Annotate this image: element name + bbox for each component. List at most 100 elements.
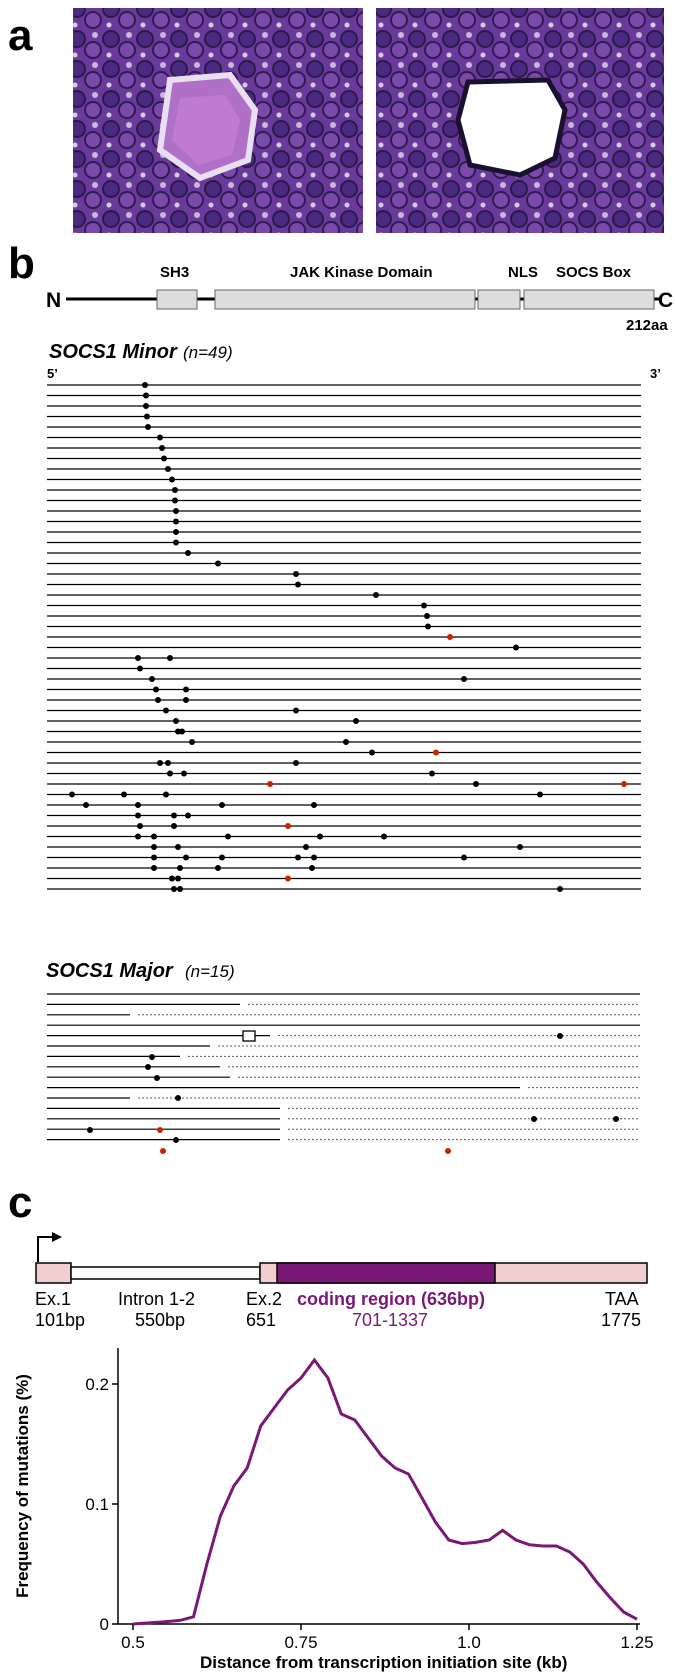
mutation-dot-icon (175, 844, 181, 850)
c-terminus: C (658, 289, 673, 312)
mutation-dot-icon (165, 466, 171, 472)
panel-a-letter: a (8, 11, 33, 60)
micrograph-before (73, 8, 363, 233)
mutation-dot-icon (151, 854, 157, 861)
mutation-dot-icon (171, 823, 177, 829)
x-axis-label: Distance from transcription initiation s… (200, 1653, 567, 1672)
y-tick-label: 0 (100, 1615, 109, 1634)
coding-region-position: 701-1337 (352, 1310, 428, 1330)
domain-label-socs-box: SOCS Box (556, 264, 632, 281)
mutation-frequency-line (132, 1357, 638, 1626)
x-tick-label: 0.75 (284, 1633, 317, 1652)
mutation-dot-icon (445, 1148, 451, 1154)
mutation-dot-icon (171, 812, 177, 819)
mutation-dot-icon (87, 1127, 93, 1133)
mutation-dot-icon (175, 875, 181, 882)
mutation-dot-icon (137, 665, 143, 672)
y-tick-label: 0.1 (85, 1495, 109, 1514)
mutation-dot-icon (215, 560, 221, 567)
mutation-dot-icon (513, 644, 519, 651)
mutation-dot-icon (145, 1064, 151, 1070)
mutation-dot-icon (429, 770, 435, 777)
mutation-dot-icon (293, 760, 299, 766)
mutation-dot-icon (177, 865, 183, 871)
minor-count: (n=49) (183, 343, 233, 362)
n-terminus: N (46, 289, 61, 312)
ex2-label: Ex.2 (246, 1289, 282, 1309)
intron-length: 550bp (135, 1310, 185, 1330)
domain-label-sh3: SH3 (160, 264, 189, 281)
mutation-dot-icon (373, 592, 379, 598)
mutation-dot-icon (163, 791, 169, 798)
mutation-dot-icon (381, 833, 387, 840)
taa-label: TAA (605, 1289, 639, 1309)
mutation-dot-icon (169, 875, 175, 882)
deletion-box-icon (242, 1030, 256, 1042)
major-count: (n=15) (185, 962, 235, 981)
mutation-dot-icon (173, 1137, 179, 1143)
mutation-dot-icon (143, 392, 149, 399)
mutation-dot-icon (135, 833, 141, 840)
mutation-dot-icon (183, 697, 189, 703)
mutation-dot-icon (219, 802, 225, 808)
panel-b-letter: b (8, 239, 35, 288)
minor-five-prime: 5’ (47, 366, 58, 381)
mutation-dot-icon (343, 739, 349, 745)
mutation-dot-icon (135, 802, 141, 808)
mutation-dot-icon (473, 781, 479, 787)
mutation-dot-icon (183, 686, 189, 693)
mutation-dot-icon (557, 886, 563, 892)
mutation-dot-icon (303, 844, 309, 850)
mutation-dot-icon (424, 613, 430, 619)
mutation-dot-icon (173, 529, 179, 535)
mutation-dot-icon (157, 760, 163, 766)
mutation-dot-icon (311, 854, 317, 861)
mutation-dot-icon (149, 676, 155, 682)
major-title: SOCS1 Major (46, 960, 174, 982)
mutation-dot-icon (173, 718, 179, 724)
mutation-dot-icon (144, 413, 150, 420)
mutation-dot-icon (369, 749, 375, 756)
domain-label-nls: NLS (508, 264, 538, 281)
mutation-dot-icon (531, 1116, 537, 1122)
ex2-position: 651 (246, 1310, 276, 1330)
mutation-dot-icon (215, 865, 221, 871)
mutation-dot-icon (421, 602, 427, 609)
mutation-dot-icon (517, 844, 523, 850)
mutation-dot-icon (153, 686, 159, 693)
mutation-dot-icon (151, 833, 157, 840)
mutation-dot-icon (165, 760, 171, 766)
ex1-label: Ex.1 (35, 1289, 71, 1309)
mutation-dot-icon (149, 1054, 155, 1060)
y-axis-label: Frequency of mutations (%) (13, 1374, 32, 1598)
major-clone-lines (47, 993, 640, 1154)
gene-schematic: Ex.1 101bp Intron 1-2 550bp Ex.2 651 cod… (35, 1232, 648, 1330)
tss-arrow-icon (37, 1236, 52, 1262)
mutation-dot-icon (167, 770, 173, 777)
coding-region-label: coding region (636bp) (297, 1289, 485, 1309)
mutation-dot-icon (293, 707, 299, 714)
mutation-dot-icon (83, 802, 89, 808)
mutation-dot-icon (135, 655, 141, 661)
protein-length: 212aa (626, 317, 668, 334)
minor-three-prime: 3’ (650, 366, 661, 381)
mutation-dot-icon (613, 1116, 619, 1122)
ex1-length: 101bp (35, 1310, 85, 1330)
mutation-dot-icon (225, 833, 231, 840)
mutation-dot-icon (135, 812, 141, 819)
mutation-dot-icon (185, 550, 191, 556)
intron-1-2 (70, 1266, 261, 1280)
mutation-dot-icon (167, 655, 173, 661)
mutation-dot-icon (157, 1127, 163, 1133)
mutation-dot-icon (171, 886, 177, 892)
mutation-dot-icon (285, 875, 291, 882)
intron-label: Intron 1-2 (118, 1289, 195, 1309)
mutation-dot-icon (137, 823, 143, 829)
mutation-dot-icon (160, 1148, 166, 1154)
x-tick-label: 1.0 (457, 1633, 481, 1652)
mutation-dot-icon (425, 623, 431, 630)
mutation-dot-icon (151, 844, 157, 850)
mutation-dot-icon (121, 791, 127, 798)
mutation-dot-icon (155, 697, 161, 703)
